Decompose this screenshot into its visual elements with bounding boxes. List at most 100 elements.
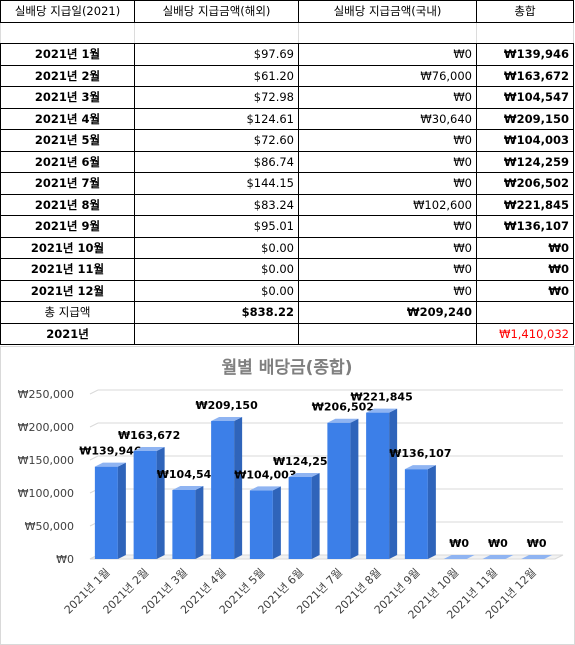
- table-row: 2021년 8월 $83.24 ₩102,600 ₩221,845: [0, 193, 574, 216]
- row-date-cell[interactable]: 2021년 5월: [0, 129, 135, 152]
- bar-side: [234, 416, 243, 559]
- row-date-cell[interactable]: 2021년 7월: [0, 172, 135, 195]
- bar-top: [172, 485, 204, 490]
- bar-side: [195, 485, 204, 559]
- row-domestic-cell[interactable]: ₩0: [298, 86, 477, 109]
- blank-cell[interactable]: [298, 21, 477, 44]
- table-row: 2021년 4월 $124.61 ₩30,640 ₩209,150: [0, 107, 574, 130]
- row-overseas-cell[interactable]: $0.00: [134, 236, 299, 259]
- row-date-cell[interactable]: 2021년 2월: [0, 64, 135, 87]
- table-row: 2021년 10월 $0.00 ₩0 ₩0: [0, 236, 574, 259]
- data-label: ₩221,845: [351, 391, 413, 404]
- row-domestic-cell[interactable]: ₩0: [298, 279, 477, 302]
- row-domestic-cell[interactable]: ₩0: [298, 150, 477, 173]
- table-row: 2021년 1월 $97.69 ₩0 ₩139,946: [0, 43, 574, 66]
- data-label: ₩206,502: [312, 401, 374, 414]
- row-overseas-cell[interactable]: $97.69: [134, 43, 299, 66]
- data-label: ₩163,672: [118, 429, 180, 442]
- row-date-cell[interactable]: 2021년 9월: [0, 215, 135, 238]
- row-total-cell[interactable]: ₩139,946: [476, 43, 574, 66]
- grand-total-cell[interactable]: ₩1,410,032: [476, 322, 574, 345]
- row-total-cell[interactable]: ₩209,150: [476, 107, 574, 130]
- row-total-cell[interactable]: ₩221,845: [476, 193, 574, 216]
- blank-row: [0, 21, 574, 44]
- row-date-cell[interactable]: 2021년 8월: [0, 193, 135, 216]
- bar-front: [327, 422, 351, 559]
- data-label: ₩136,107: [389, 447, 451, 460]
- table-row: 2021년 5월 $72.60 ₩0 ₩104,003: [0, 129, 574, 152]
- row-domestic-cell[interactable]: ₩0: [298, 172, 477, 195]
- bar-side: [427, 465, 436, 559]
- row-total-cell[interactable]: ₩104,547: [476, 86, 574, 109]
- row-domestic-cell[interactable]: ₩0: [298, 258, 477, 281]
- bar-side: [117, 462, 126, 559]
- row-overseas-cell[interactable]: $95.01: [134, 215, 299, 238]
- row-date-cell[interactable]: 2021년 11월: [0, 258, 135, 281]
- year-overseas-cell[interactable]: [134, 322, 299, 345]
- bar-top: [327, 418, 359, 423]
- row-date-cell[interactable]: 2021년 12월: [0, 279, 135, 302]
- row-overseas-cell[interactable]: $72.60: [134, 129, 299, 152]
- row-total-cell[interactable]: ₩136,107: [476, 215, 574, 238]
- blank-cell[interactable]: [476, 21, 574, 44]
- row-date-cell[interactable]: 2021년 1월: [0, 43, 135, 66]
- bar-side: [311, 472, 320, 559]
- row-domestic-cell[interactable]: ₩0: [298, 129, 477, 152]
- row-domestic-cell[interactable]: ₩0: [298, 236, 477, 259]
- row-overseas-cell[interactable]: $0.00: [134, 279, 299, 302]
- sum-total-cell[interactable]: [476, 301, 574, 324]
- row-total-cell[interactable]: ₩163,672: [476, 64, 574, 87]
- bar-front: [404, 469, 428, 559]
- row-total-cell[interactable]: ₩0: [476, 279, 574, 302]
- data-label: ₩0: [527, 537, 547, 550]
- y-tick-label: ₩200,000: [18, 421, 74, 434]
- row-domestic-cell[interactable]: ₩102,600: [298, 193, 477, 216]
- header-domestic[interactable]: 실배당 지급금액(국내): [298, 0, 477, 23]
- row-overseas-cell[interactable]: $86.74: [134, 150, 299, 173]
- sum-overseas-cell[interactable]: $838.22: [134, 301, 299, 324]
- row-total-cell[interactable]: ₩104,003: [476, 129, 574, 152]
- bar-front: [172, 489, 196, 559]
- data-label: ₩124,259: [273, 455, 335, 468]
- blank-cell[interactable]: [0, 21, 135, 44]
- table-row: 2021년 2월 $61.20 ₩76,000 ₩163,672: [0, 64, 574, 87]
- year-label-cell[interactable]: 2021년: [0, 322, 135, 345]
- row-domestic-cell[interactable]: ₩0: [298, 43, 477, 66]
- header-overseas[interactable]: 실배당 지급금액(해외): [134, 0, 299, 23]
- header-total[interactable]: 총합: [476, 0, 574, 23]
- y-tick-label: ₩250,000: [18, 388, 74, 401]
- monthly-dividend-chart: 월별 배당금(종합) ₩0 ₩50,000 ₩100,000 ₩150,000 ₩200,…: [0, 346, 575, 645]
- row-total-cell[interactable]: ₩0: [476, 258, 574, 281]
- row-total-cell[interactable]: ₩0: [476, 236, 574, 259]
- chart-title: 월별 배당금(종합): [222, 357, 353, 378]
- row-date-cell[interactable]: 2021년 4월: [0, 107, 135, 130]
- row-overseas-cell[interactable]: $144.15: [134, 172, 299, 195]
- bar-top: [366, 408, 398, 413]
- row-overseas-cell[interactable]: $72.98: [134, 86, 299, 109]
- header-date[interactable]: 실배당 지급일(2021): [0, 0, 135, 23]
- data-label: ₩209,150: [196, 399, 259, 412]
- row-domestic-cell[interactable]: ₩0: [298, 215, 477, 238]
- row-overseas-cell[interactable]: $83.24: [134, 193, 299, 216]
- year-row: 2021년 ₩1,410,032: [0, 322, 574, 345]
- row-overseas-cell[interactable]: $0.00: [134, 258, 299, 281]
- row-overseas-cell[interactable]: $61.20: [134, 64, 299, 87]
- row-overseas-cell[interactable]: $124.61: [134, 107, 299, 130]
- row-date-cell[interactable]: 2021년 10월: [0, 236, 135, 259]
- gridline-side: [89, 422, 99, 428]
- bar-top: [404, 465, 436, 470]
- table-row: 2021년 12월 $0.00 ₩0 ₩0: [0, 279, 574, 302]
- row-domestic-cell[interactable]: ₩76,000: [298, 64, 477, 87]
- sum-label-cell[interactable]: 총 지급액: [0, 301, 135, 324]
- table-row: 2021년 6월 $86.74 ₩0 ₩124,259: [0, 150, 574, 173]
- row-date-cell[interactable]: 2021년 6월: [0, 150, 135, 173]
- blank-cell[interactable]: [134, 21, 299, 44]
- row-domestic-cell[interactable]: ₩30,640: [298, 107, 477, 130]
- bar-front: [288, 476, 312, 559]
- sum-domestic-cell[interactable]: ₩209,240: [298, 301, 477, 324]
- row-total-cell[interactable]: ₩124,259: [476, 150, 574, 173]
- row-total-cell[interactable]: ₩206,502: [476, 172, 574, 195]
- bar-top: [211, 416, 243, 421]
- year-domestic-cell[interactable]: [298, 322, 477, 345]
- row-date-cell[interactable]: 2021년 3월: [0, 86, 135, 109]
